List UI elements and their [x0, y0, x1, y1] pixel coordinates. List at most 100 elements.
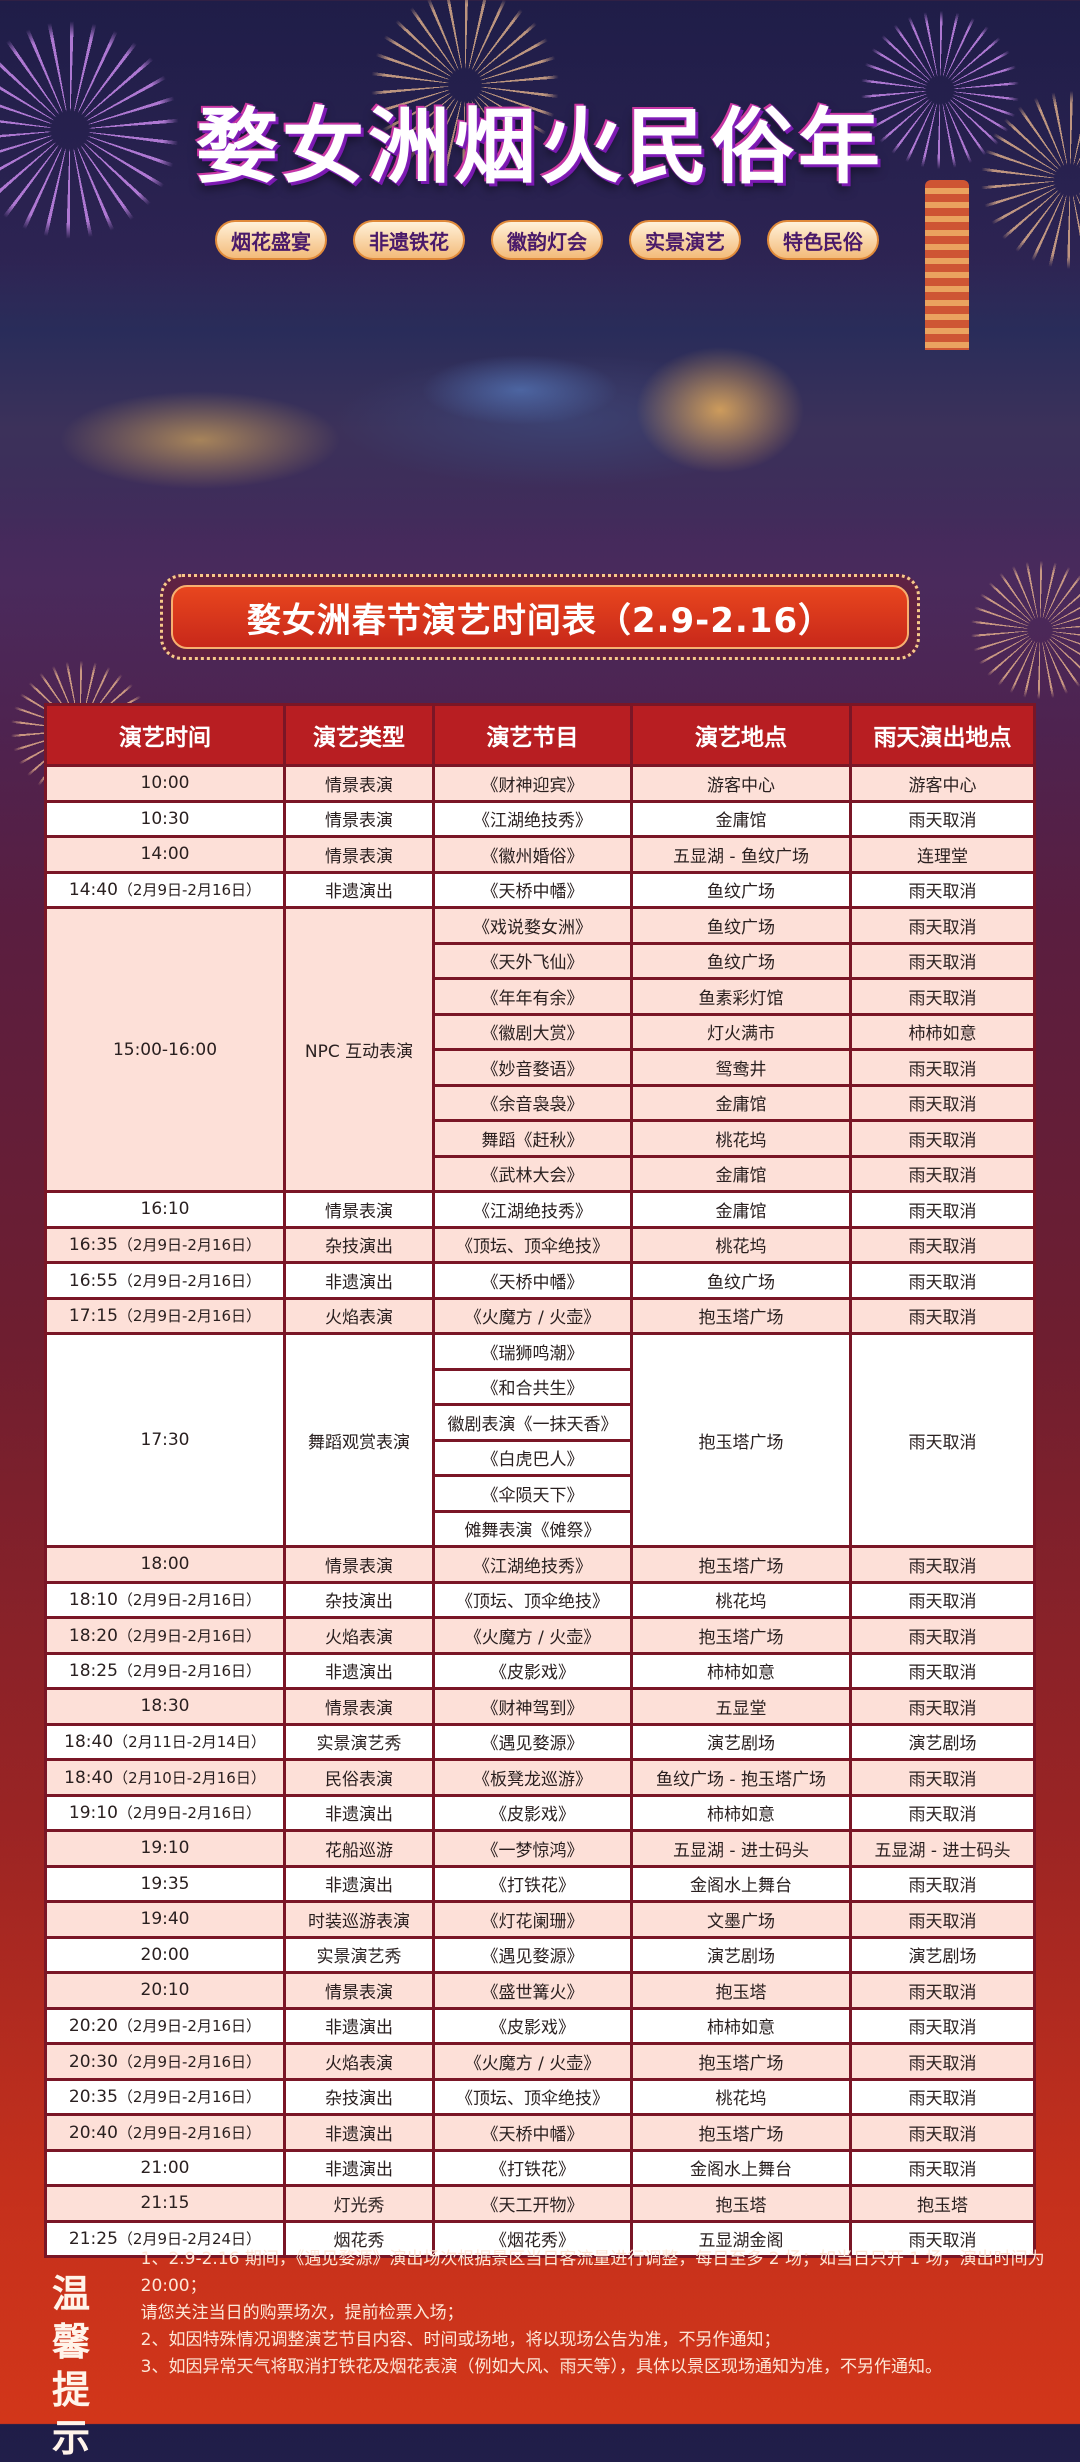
type-cell: 火焰表演: [286, 2045, 432, 2078]
table-row: 《年年有余》 鱼素彩灯馆 雨天取消: [47, 980, 1033, 1013]
time-cell: 18:25（2月9日-2月16日）: [47, 1654, 283, 1687]
location-cell: 抱玉塔广场: [633, 1335, 849, 1545]
time-cell: 10:00: [47, 767, 283, 800]
time-value: 16:55: [68, 1270, 118, 1291]
location-cell: 抱玉塔广场: [633, 2116, 849, 2149]
table-row: 20:00 实景演艺秀 《遇见婺源》 演艺剧场 演艺剧场: [47, 1938, 1033, 1971]
rain-location-cell: 雨天取消: [852, 909, 1033, 942]
location-cell: 抱玉塔广场: [633, 2045, 849, 2078]
program-cell: 《徽州婚俗》: [435, 838, 630, 871]
type-cell: 非遗演出: [286, 1796, 432, 1829]
firework-decoration: [970, 560, 1080, 700]
program-cell: 《顶坛、顶伞绝技》: [435, 1583, 630, 1616]
program-cell: 《天工开物》: [435, 2187, 630, 2220]
table-row: 20:30（2月9日-2月16日） 火焰表演 《火魔方 / 火壶》 抱玉塔广场 雨天取消: [47, 2045, 1033, 2078]
location-cell: 抱玉塔: [633, 2187, 849, 2220]
location-cell: 五显湖 - 鱼纹广场: [633, 838, 849, 871]
table-row: 21:15 灯光秀 《天工开物》 抱玉塔 抱玉塔: [47, 2187, 1033, 2220]
program-cell: 舞蹈《赶秋》: [435, 1122, 630, 1155]
rain-location-cell: 雨天取消: [852, 1548, 1033, 1581]
date-range: （2月9日-2月16日）: [117, 2088, 262, 2107]
program-cell: 《妙音婺语》: [435, 1051, 630, 1084]
time-value: 17:15: [68, 1306, 118, 1327]
type-cell: 时装巡游表演: [286, 1903, 432, 1936]
program-cell: 《火魔方 / 火壶》: [435, 1299, 630, 1332]
program-cell: 《灯花阑珊》: [435, 1903, 630, 1936]
type-cell: 火焰表演: [286, 1299, 432, 1332]
rain-location-cell: 雨天取消: [852, 2116, 1033, 2149]
time-cell: 21:15: [47, 2187, 283, 2220]
firework-decoration: [0, 20, 180, 240]
rain-location-cell: 雨天取消: [852, 1157, 1033, 1190]
rain-location-cell: 雨天取消: [852, 1583, 1033, 1616]
table-row: 《伞陨天下》: [47, 1477, 1033, 1510]
time-value: 18:10: [68, 1590, 118, 1611]
rain-location-cell: 演艺剧场: [852, 1938, 1033, 1971]
program-cell: 《天桥中幡》: [435, 1264, 630, 1297]
program-cell: 《顶坛、顶伞绝技》: [435, 2080, 630, 2113]
date-range: （2月9日-2月16日）: [117, 1236, 262, 1255]
time-cell: 15:00-16:00: [47, 909, 283, 1190]
location-cell: 演艺剧场: [633, 1725, 849, 1758]
program-cell: 《遇见婺源》: [435, 1725, 630, 1758]
time-value: 20:40: [68, 2122, 118, 2143]
program-cell: 《伞陨天下》: [435, 1477, 630, 1510]
column-header-type: 演艺类型: [286, 706, 432, 764]
table-row: 《天外飞仙》 鱼纹广场 雨天取消: [47, 944, 1033, 977]
time-value: 16:35: [68, 1235, 118, 1256]
schedule-title: 婺女洲春节演艺时间表（2.9-2.16）: [171, 585, 909, 649]
program-cell: 《财神驾到》: [435, 1690, 630, 1723]
time-cell: 21:00: [47, 2151, 283, 2184]
table-row: 《余音袅袅》 金庸馆 雨天取消: [47, 1086, 1033, 1119]
table-row: 18:40（2月10日-2月16日） 民俗表演 《板凳龙巡游》 鱼纹广场 - 抱玉塔广…: [47, 1761, 1033, 1794]
column-header-time: 演艺时间: [47, 706, 283, 764]
location-cell: 金庸馆: [633, 1193, 849, 1226]
time-cell: 14:40（2月9日-2月16日）: [47, 873, 283, 906]
table-row: 16:35（2月9日-2月16日） 杂技演出 《顶坛、顶伞绝技》 桃花坞 雨天取消: [47, 1228, 1033, 1261]
table-row: 10:30 情景表演 《江湖绝技秀》 金庸馆 雨天取消: [47, 802, 1033, 835]
rain-location-cell: 雨天取消: [852, 2151, 1033, 2184]
event-title: 婺女洲烟火民俗年: [195, 99, 884, 195]
rain-location-cell: 雨天取消: [852, 1974, 1033, 2007]
rain-location-cell: 雨天取消: [852, 1299, 1033, 1332]
time-cell: 19:35: [47, 1867, 283, 1900]
feature-tag: 特色民俗: [767, 220, 879, 260]
table-row: 傩舞表演《傩祭》: [47, 1512, 1033, 1545]
feature-tag: 非遗铁花: [353, 220, 465, 260]
table-row: 《白虎巴人》: [47, 1441, 1033, 1474]
date-range: （2月9日-2月16日）: [117, 1271, 262, 1290]
time-value: 18:25: [68, 1661, 118, 1682]
time-cell: 18:40（2月11日-2月14日）: [47, 1725, 283, 1758]
time-cell: 19:10: [47, 1832, 283, 1865]
location-cell: 抱玉塔广场: [633, 1619, 849, 1652]
program-cell: 《打铁花》: [435, 2151, 630, 2184]
time-value: 21:00: [140, 2157, 190, 2178]
notes-section: 温馨提示 1、2.9-2.16 期间，《遇见婺源》演出场次根据景区当日客流量进行…: [52, 2240, 1052, 2462]
time-value: 21:25: [68, 2229, 118, 2250]
rain-location-cell: 雨天取消: [852, 1867, 1033, 1900]
table-row: 19:40 时装巡游表演 《灯花阑珊》 文墨广场 雨天取消: [47, 1903, 1033, 1936]
date-range: （2月9日-2月16日）: [117, 1591, 262, 1610]
table-row: 18:20（2月9日-2月16日） 火焰表演 《火魔方 / 火壶》 抱玉塔广场 雨天取消: [47, 1619, 1033, 1652]
time-value: 15:00-16:00: [112, 1039, 218, 1060]
table-row: 16:55（2月9日-2月16日） 非遗演出 《天桥中幡》 鱼纹广场 雨天取消: [47, 1264, 1033, 1297]
location-cell: 柿柿如意: [633, 1796, 849, 1829]
time-cell: 18:00: [47, 1548, 283, 1581]
time-cell: 18:10（2月9日-2月16日）: [47, 1583, 283, 1616]
type-cell: 火焰表演: [286, 1619, 432, 1652]
table-row: 17:15（2月9日-2月16日） 火焰表演 《火魔方 / 火壶》 抱玉塔广场 雨天取消: [47, 1299, 1033, 1332]
rain-location-cell: 雨天取消: [852, 873, 1033, 906]
time-cell: 20:20（2月9日-2月16日）: [47, 2009, 283, 2042]
location-cell: 桃花坞: [633, 1583, 849, 1616]
location-cell: 金庸馆: [633, 802, 849, 835]
time-value: 16:10: [140, 1199, 190, 1220]
table-row: 18:40（2月11日-2月14日） 实景演艺秀 《遇见婺源》 演艺剧场 演艺剧场: [47, 1725, 1033, 1758]
note-line: 1、2.9-2.16 期间，《遇见婺源》演出场次根据景区当日客流量进行调整，每日…: [140, 2249, 1045, 2296]
location-cell: 桃花坞: [633, 1228, 849, 1261]
program-cell: 《板凳龙巡游》: [435, 1761, 630, 1794]
program-cell: 《余音袅袅》: [435, 1086, 630, 1119]
program-cell: 《皮影戏》: [435, 1796, 630, 1829]
rain-location-cell: 雨天取消: [852, 1264, 1033, 1297]
program-cell: 《皮影戏》: [435, 2009, 630, 2042]
table-row: 18:25（2月9日-2月16日） 非遗演出 《皮影戏》 柿柿如意 雨天取消: [47, 1654, 1033, 1687]
